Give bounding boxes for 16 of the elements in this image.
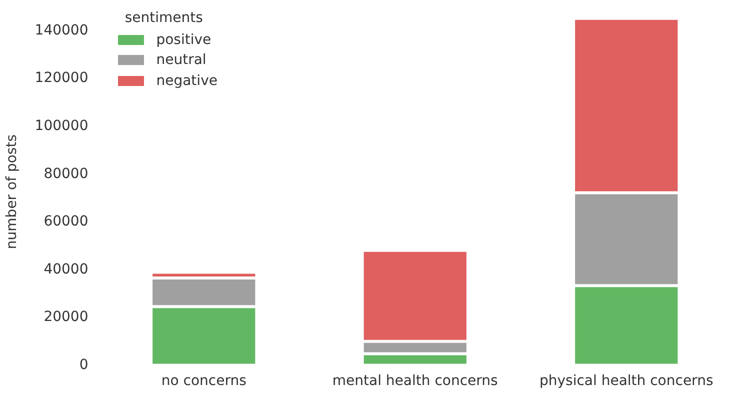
- x-tick-label: no concerns: [161, 373, 246, 390]
- legend-title: sentiments: [124, 10, 204, 26]
- y-tick-label: 120000: [34, 70, 88, 86]
- legend-label: positive: [156, 32, 212, 48]
- y-axis-title: number of posts: [4, 134, 20, 250]
- y-tick-label: 100000: [34, 118, 88, 134]
- y-tick-label: 140000: [34, 22, 88, 38]
- y-tick-label: 60000: [44, 214, 88, 230]
- x-tick-label: physical health concerns: [540, 373, 714, 390]
- y-tick-label: 40000: [44, 261, 88, 278]
- x-tick-label: mental health concerns: [332, 373, 498, 390]
- legend-label: negative: [156, 72, 218, 89]
- y-tick-label: 80000: [44, 166, 88, 182]
- y-tick-label: 0: [79, 356, 88, 373]
- y-tick-label: 20000: [44, 309, 88, 326]
- legend-label: neutral: [156, 52, 206, 68]
